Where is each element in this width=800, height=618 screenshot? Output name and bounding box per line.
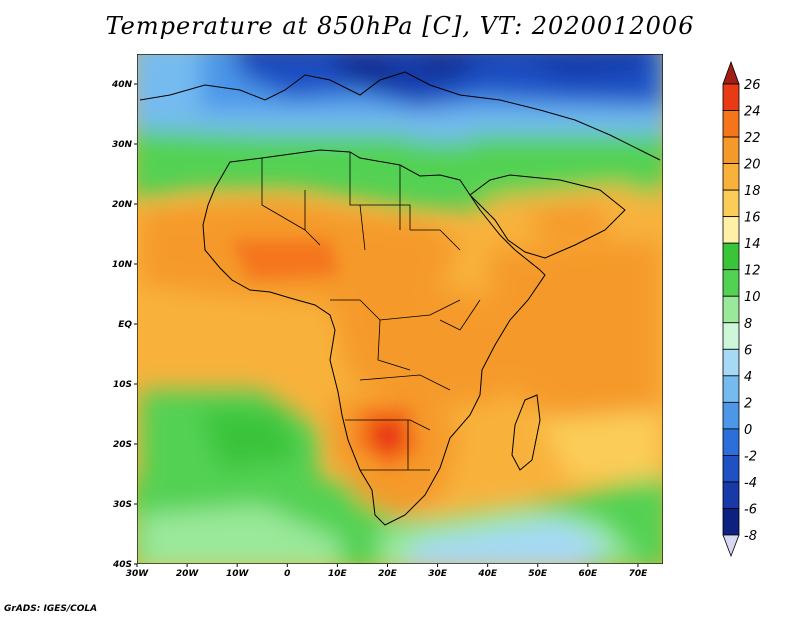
colorbar-label: 12 [744,264,761,279]
lon-tick-label: 0 [284,569,290,579]
colorbar-swatch [722,481,740,509]
country-borders [261,152,481,471]
lon-tick-label: 10E [328,569,348,579]
colorbar-swatch [722,269,740,297]
colorbar-swatch [722,110,740,138]
lon-tick-label: 20E [378,569,398,579]
colorbar-label: 22 [744,131,761,146]
colorbar-label: 24 [744,105,761,120]
colorbar-label: 10 [744,290,761,305]
colorbar-label: -6 [744,502,757,517]
coastline-africa [202,149,546,526]
latitude-axis: 40N 30N 20N 10N EQ 10S 20S 30S 40S [111,80,137,570]
lat-tick-label: 40N [111,80,133,90]
colorbar-label: 0 [744,423,752,438]
colorbar-top-triangle [722,60,740,85]
colorbar-label: 14 [744,237,761,252]
colorbar-swatch [722,242,740,271]
colorbar-swatch [722,136,740,164]
lon-tick-label: 40E [477,569,498,579]
lon-tick-label: 20W [176,569,200,579]
lat-tick-label: 20S [113,440,132,450]
colorbar-swatch [722,455,740,483]
colorbar-label: 18 [744,184,761,199]
colorbar-swatch [722,508,740,536]
colorbar-label: 4 [744,370,752,385]
longitude-axis: 30W 20W 10W 0 10E 20E 30E 40E 50E 60E 70E [126,564,648,579]
colorbar-swatch [722,189,740,218]
coastline-madagascar [511,394,541,471]
colorbar-label: 26 [744,78,761,93]
colorbar-swatch [722,375,740,403]
colorbar-swatch [722,295,740,324]
colorbar-label: 16 [744,211,761,226]
colorbar-swatch [722,348,740,377]
colorbar-label: 20 [744,158,761,173]
colorbar-label: -4 [744,476,757,491]
lat-tick-label: 20N [112,200,133,210]
colorbar-swatch [722,401,740,430]
credit-label: GrADS: IGES/COLA [4,604,98,614]
hotspot-fill [230,240,420,470]
lon-tick-label: 30W [126,569,150,579]
colorbar-bottom-triangle [722,534,740,558]
colorbar-label: -8 [744,529,757,544]
lon-tick-label: 30E [428,569,448,579]
map-title: Temperature at 850hPa [C], VT: 202001200… [105,12,695,40]
lon-tick-label: 10W [226,569,250,579]
lat-tick-label: 10S [113,380,132,390]
colorbar-label: 6 [744,343,752,358]
lat-tick-label: 30S [113,500,132,510]
colorbar-label: 8 [744,317,752,332]
colorbar-swatch [722,216,740,244]
lat-tick-label: 30N [112,140,133,150]
coastline-arabia [469,174,626,259]
map-plot-area [137,54,663,564]
lon-tick-label: 70E [629,569,649,579]
colorbar-label: 2 [744,396,752,411]
coastline-europe [139,71,661,161]
colorbar-swatch [722,428,740,456]
lon-tick-label: 60E [579,569,599,579]
lat-tick-label: 40S [112,560,132,570]
colorbar-swatch [722,83,740,111]
colorbar-swatch [722,163,740,191]
lat-tick-label: 10N [112,260,133,270]
colorbar-swatch [722,322,740,350]
colorbar-label: -2 [744,449,757,464]
lat-tick-label: EQ [118,320,132,330]
lon-tick-label: 50E [528,569,548,579]
temperature-fill [137,54,663,564]
